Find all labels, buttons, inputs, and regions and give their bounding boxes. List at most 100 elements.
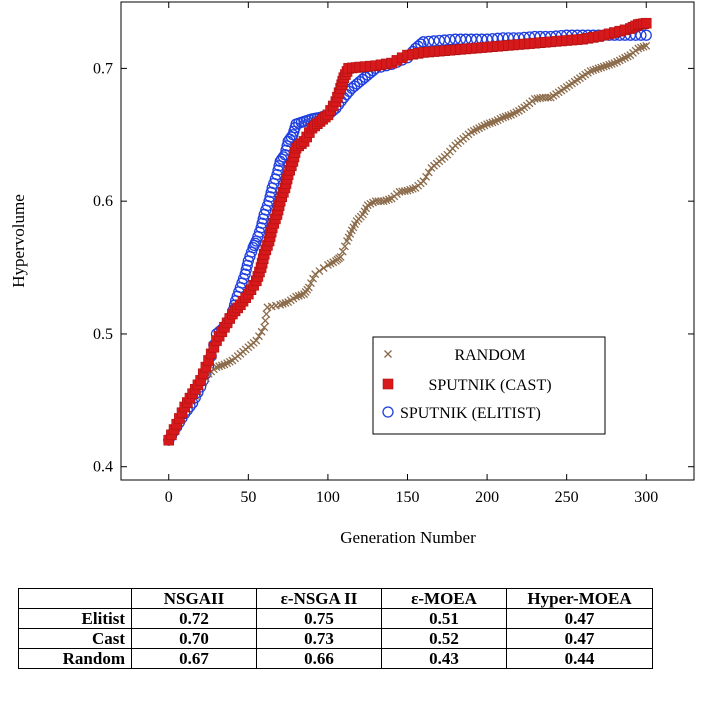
series-square [163, 17, 652, 446]
random-point [597, 63, 606, 72]
elitist-point [428, 35, 440, 47]
random-point [403, 186, 412, 195]
y-tick-label: 0.6 [93, 193, 113, 210]
random-point [422, 172, 431, 181]
table-cell: 0.51 [381, 608, 507, 629]
x-axis-title: Generation Number [340, 528, 476, 547]
legend-marker-x [384, 350, 392, 358]
random-point [599, 62, 608, 71]
random-point [544, 93, 553, 102]
table-cell: 0.70 [131, 628, 257, 649]
table-header-row: NSGAII ε-NSGA II ε-MOEA Hyper-MOEA [18, 588, 653, 609]
table-cell: 0.43 [381, 648, 507, 669]
random-point [501, 112, 510, 121]
legend-marker-square [382, 378, 394, 390]
random-point [252, 336, 261, 345]
random-point [311, 270, 320, 279]
random-point [212, 363, 221, 372]
table-cell: 0.66 [256, 648, 382, 669]
y-tick-label: 0.5 [93, 326, 113, 343]
elitist-point [273, 160, 285, 172]
legend: RANDOM SPUTNIK (CAST) SPUTNIK (ELITIST) [372, 336, 606, 435]
random-point [589, 66, 598, 75]
random-point [262, 310, 271, 318]
random-point [281, 299, 290, 307]
random-point [257, 327, 266, 336]
random-point [306, 279, 315, 288]
x-tick-label: 150 [396, 489, 420, 506]
legend-box [372, 336, 606, 435]
y-tick-label: 0.4 [93, 459, 113, 476]
random-point [278, 299, 287, 308]
random-point [315, 267, 324, 276]
cast-point [640, 17, 652, 29]
legend-label: RANDOM [454, 347, 525, 364]
x-tick-label: 250 [555, 489, 579, 506]
elitist-point [417, 36, 430, 48]
random-point [636, 43, 645, 52]
y-tick-label: 0.7 [93, 60, 113, 77]
table-row: Random 0.67 0.66 0.43 0.44 [18, 648, 653, 669]
elitist-point [438, 34, 451, 46]
table-row-label: Random [18, 648, 132, 669]
elitist-point [433, 34, 445, 47]
legend-label: SPUTNIK (ELITIST) [400, 405, 541, 422]
table-header-cell: Hyper-MOEA [506, 588, 653, 609]
random-point [424, 168, 433, 177]
random-point [260, 323, 269, 332]
random-point [408, 184, 417, 193]
legend-marker-circle [382, 406, 394, 418]
table-cell: 0.44 [506, 648, 653, 669]
axis-ticks: 0 50 100 150 200 250 300 0.4 0.5 0.6 0.7 [93, 2, 694, 506]
table-row-label: Cast [18, 628, 132, 649]
random-point [336, 252, 345, 261]
table-header-cell: ε-MOEA [381, 588, 507, 609]
x-tick-label: 200 [475, 489, 499, 506]
table-cell: 0.47 [506, 628, 653, 649]
elitist-point [423, 35, 435, 48]
elitist-point [640, 29, 652, 41]
random-point [319, 264, 328, 272]
random-point [586, 67, 595, 76]
x-tick-label: 100 [316, 489, 340, 506]
random-point [642, 41, 651, 50]
table-header-cell: NSGAII [131, 588, 257, 609]
table-row: Elitist 0.72 0.75 0.51 0.47 [18, 608, 653, 629]
table-header-cell [18, 588, 132, 609]
random-point [605, 60, 614, 69]
random-point [382, 196, 391, 205]
random-point [607, 60, 616, 68]
random-point [309, 274, 318, 283]
y-axis-title: Hypervolume [9, 194, 28, 287]
random-point [419, 177, 428, 186]
random-point [254, 332, 263, 341]
table-cell: 0.73 [256, 628, 382, 649]
random-point [634, 44, 643, 53]
random-point [483, 120, 492, 129]
random-point [304, 283, 313, 292]
table-row: Cast 0.70 0.73 0.52 0.47 [18, 628, 653, 649]
random-point [406, 185, 415, 194]
elitist-point [285, 131, 297, 143]
random-point [215, 362, 224, 371]
elitist-point [635, 29, 647, 41]
x-tick-label: 0 [165, 489, 173, 506]
random-point [261, 316, 270, 325]
random-point [485, 119, 494, 128]
random-point [217, 361, 226, 370]
random-point [276, 300, 285, 309]
table-cell: 0.75 [256, 608, 382, 629]
random-point [499, 113, 507, 122]
table-cell: 0.67 [131, 648, 257, 669]
results-table: NSGAII ε-NSGA II ε-MOEA Hyper-MOEA Eliti… [18, 588, 653, 669]
table-header-cell: ε-NSGA II [256, 588, 382, 609]
random-point [292, 292, 301, 301]
hypervolume-chart: 0 50 100 150 200 250 300 0.4 0.5 0.6 0.7 Generatio… [9, 1, 695, 547]
random-point [488, 118, 497, 127]
table-cell: 0.52 [381, 628, 507, 649]
x-tick-label: 300 [634, 489, 658, 506]
legend-label: SPUTNIK (CAST) [428, 377, 551, 394]
table-cell: 0.72 [131, 608, 257, 629]
random-point [294, 291, 303, 300]
random-point [639, 42, 648, 51]
